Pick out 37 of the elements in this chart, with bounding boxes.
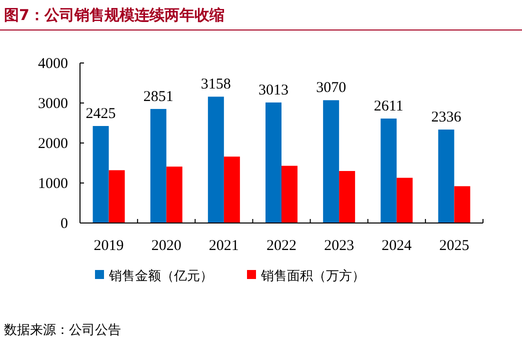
x-tick-label: 2025 [439, 238, 470, 254]
y-tick-label: 3000 [38, 96, 68, 112]
data-label: 3070 [316, 80, 346, 96]
y-tick-label: 0 [60, 216, 68, 232]
bar [224, 156, 240, 223]
bar [92, 126, 109, 223]
bar [339, 171, 356, 223]
bar [108, 170, 125, 223]
bar [150, 108, 166, 223]
data-label: 3013 [258, 82, 288, 98]
x-tick-label: 2019 [94, 238, 124, 254]
source-note: 数据来源：公司公告 [4, 323, 121, 338]
data-label: 2425 [86, 106, 116, 122]
x-tick-label: 2021 [208, 238, 239, 254]
x-tick-label: 2023 [324, 238, 354, 254]
legend-label: 销售面积（万方） [260, 268, 365, 284]
y-tick-label: 2000 [38, 136, 68, 152]
data-label: 2611 [374, 98, 404, 115]
bar [166, 166, 182, 223]
bar [323, 100, 340, 223]
bar [266, 102, 282, 223]
bar [396, 178, 413, 223]
data-label: 2851 [143, 88, 174, 105]
bar [282, 166, 298, 223]
x-tick-label: 2024 [382, 238, 412, 254]
x-tick-label: 2020 [151, 238, 182, 254]
x-tick-label: 2022 [266, 238, 296, 254]
bar [438, 130, 454, 223]
y-tick-label: 1000 [38, 176, 68, 192]
data-label: 2336 [431, 110, 462, 126]
data-label: 3158 [200, 76, 231, 93]
chart-title: 图7：公司销售规模连续两年收缩 [4, 6, 224, 24]
y-tick-label: 4000 [38, 56, 68, 72]
bar [208, 96, 224, 223]
bar [380, 118, 397, 223]
legend-label: 销售金额（亿元） [108, 269, 213, 284]
bar [454, 186, 470, 223]
